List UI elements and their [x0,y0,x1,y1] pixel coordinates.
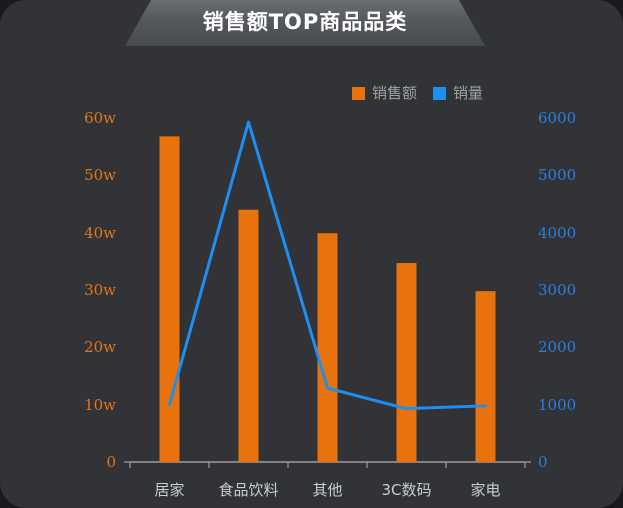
category-label-1: 食品饮料 [218,481,279,499]
chart-title-banner: 销售额TOP商品品类 [125,0,485,46]
page-title: 销售额TOP商品品类 [202,9,408,34]
bar-2[interactable] [317,233,338,462]
chart-legend: 销售额 销量 [352,86,483,101]
category-label-0: 居家 [154,481,185,499]
right-axis-tick-3: 3000 [538,281,577,299]
right-axis-tick-0: 0 [538,453,548,471]
legend-item-sales-amount[interactable]: 销售额 [352,86,417,101]
left-axis-tick-1: 10w [84,395,116,414]
category-label-2: 其他 [312,481,343,499]
legend-label-sales-volume: 销量 [453,84,484,102]
bar-3[interactable] [396,263,417,462]
bar-0[interactable] [159,136,180,462]
bar-4[interactable] [475,291,496,462]
left-axis-tick-2: 20w [84,338,116,357]
left-axis-tick-5: 50w [84,166,116,185]
line-series-sales-volume [168,120,487,411]
left-axis-tick-0: 0 [106,453,116,471]
left-axis-tick-6: 60w [84,109,116,127]
right-axis-tick-2: 2000 [538,338,577,357]
right-axis-tick-5: 5000 [538,166,577,185]
bar-1[interactable] [238,209,259,462]
category-label-4: 家电 [470,481,501,499]
legend-swatch-icon [352,87,365,100]
bar-series-sales-amount [159,136,496,462]
axis-lines [124,461,531,468]
category-label-3: 3C数码 [381,481,432,499]
legend-swatch-icon [433,87,447,100]
right-axis-tick-4: 4000 [538,223,577,242]
legend-item-sales-volume[interactable]: 销量 [433,86,483,101]
legend-label-sales-amount: 销售额 [372,84,418,102]
right-axis-tick-1: 1000 [538,395,577,414]
left-axis-tick-3: 30w [84,281,116,299]
right-axis-tick-6: 6000 [538,109,577,127]
left-axis-tick-4: 40w [84,223,116,242]
